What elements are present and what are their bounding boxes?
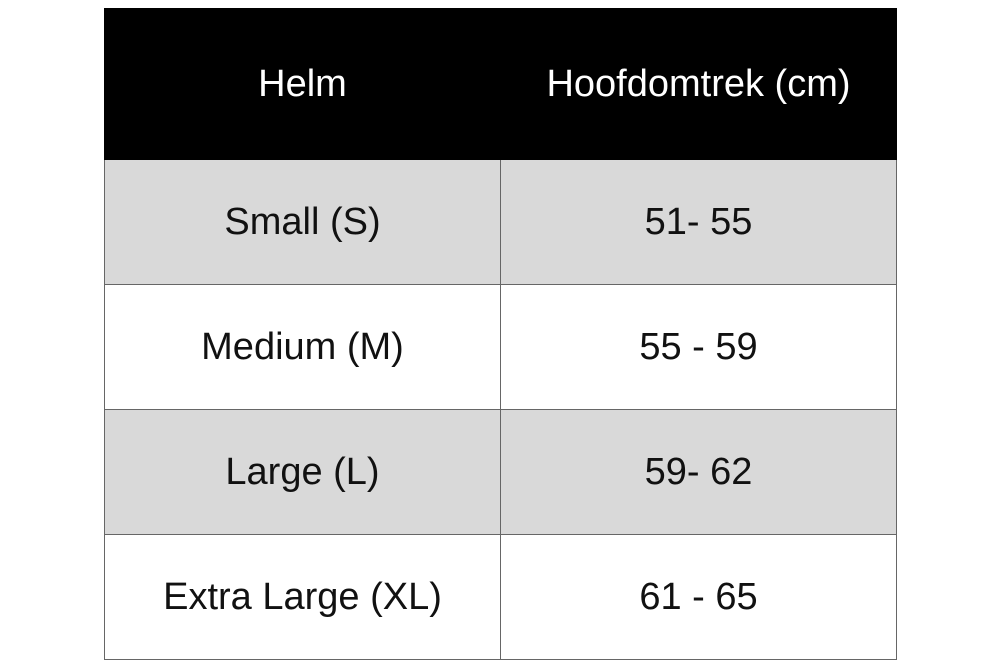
header-helm: Helm — [104, 8, 501, 160]
circumference-cell: 51- 55 — [500, 159, 897, 285]
circumference-cell: 55 - 59 — [500, 284, 897, 410]
table-row: Large (L) 59- 62 — [104, 409, 897, 535]
table-row: Medium (M) 55 - 59 — [104, 284, 897, 410]
size-cell: Small (S) — [104, 159, 501, 285]
size-table: Helm Hoofdomtrek (cm) Small (S) 51- 55 Med… — [104, 8, 897, 660]
size-cell: Large (L) — [104, 409, 501, 535]
header-head-circumference: Hoofdomtrek (cm) — [500, 8, 897, 160]
size-cell: Extra Large (XL) — [104, 534, 501, 660]
circumference-cell: 59- 62 — [500, 409, 897, 535]
circumference-cell: 61 - 65 — [500, 534, 897, 660]
table-row: Small (S) 51- 55 — [104, 159, 897, 285]
size-cell: Medium (M) — [104, 284, 501, 410]
header-row: Helm Hoofdomtrek (cm) — [104, 8, 897, 160]
table-row: Extra Large (XL) 61 - 65 — [104, 534, 897, 660]
